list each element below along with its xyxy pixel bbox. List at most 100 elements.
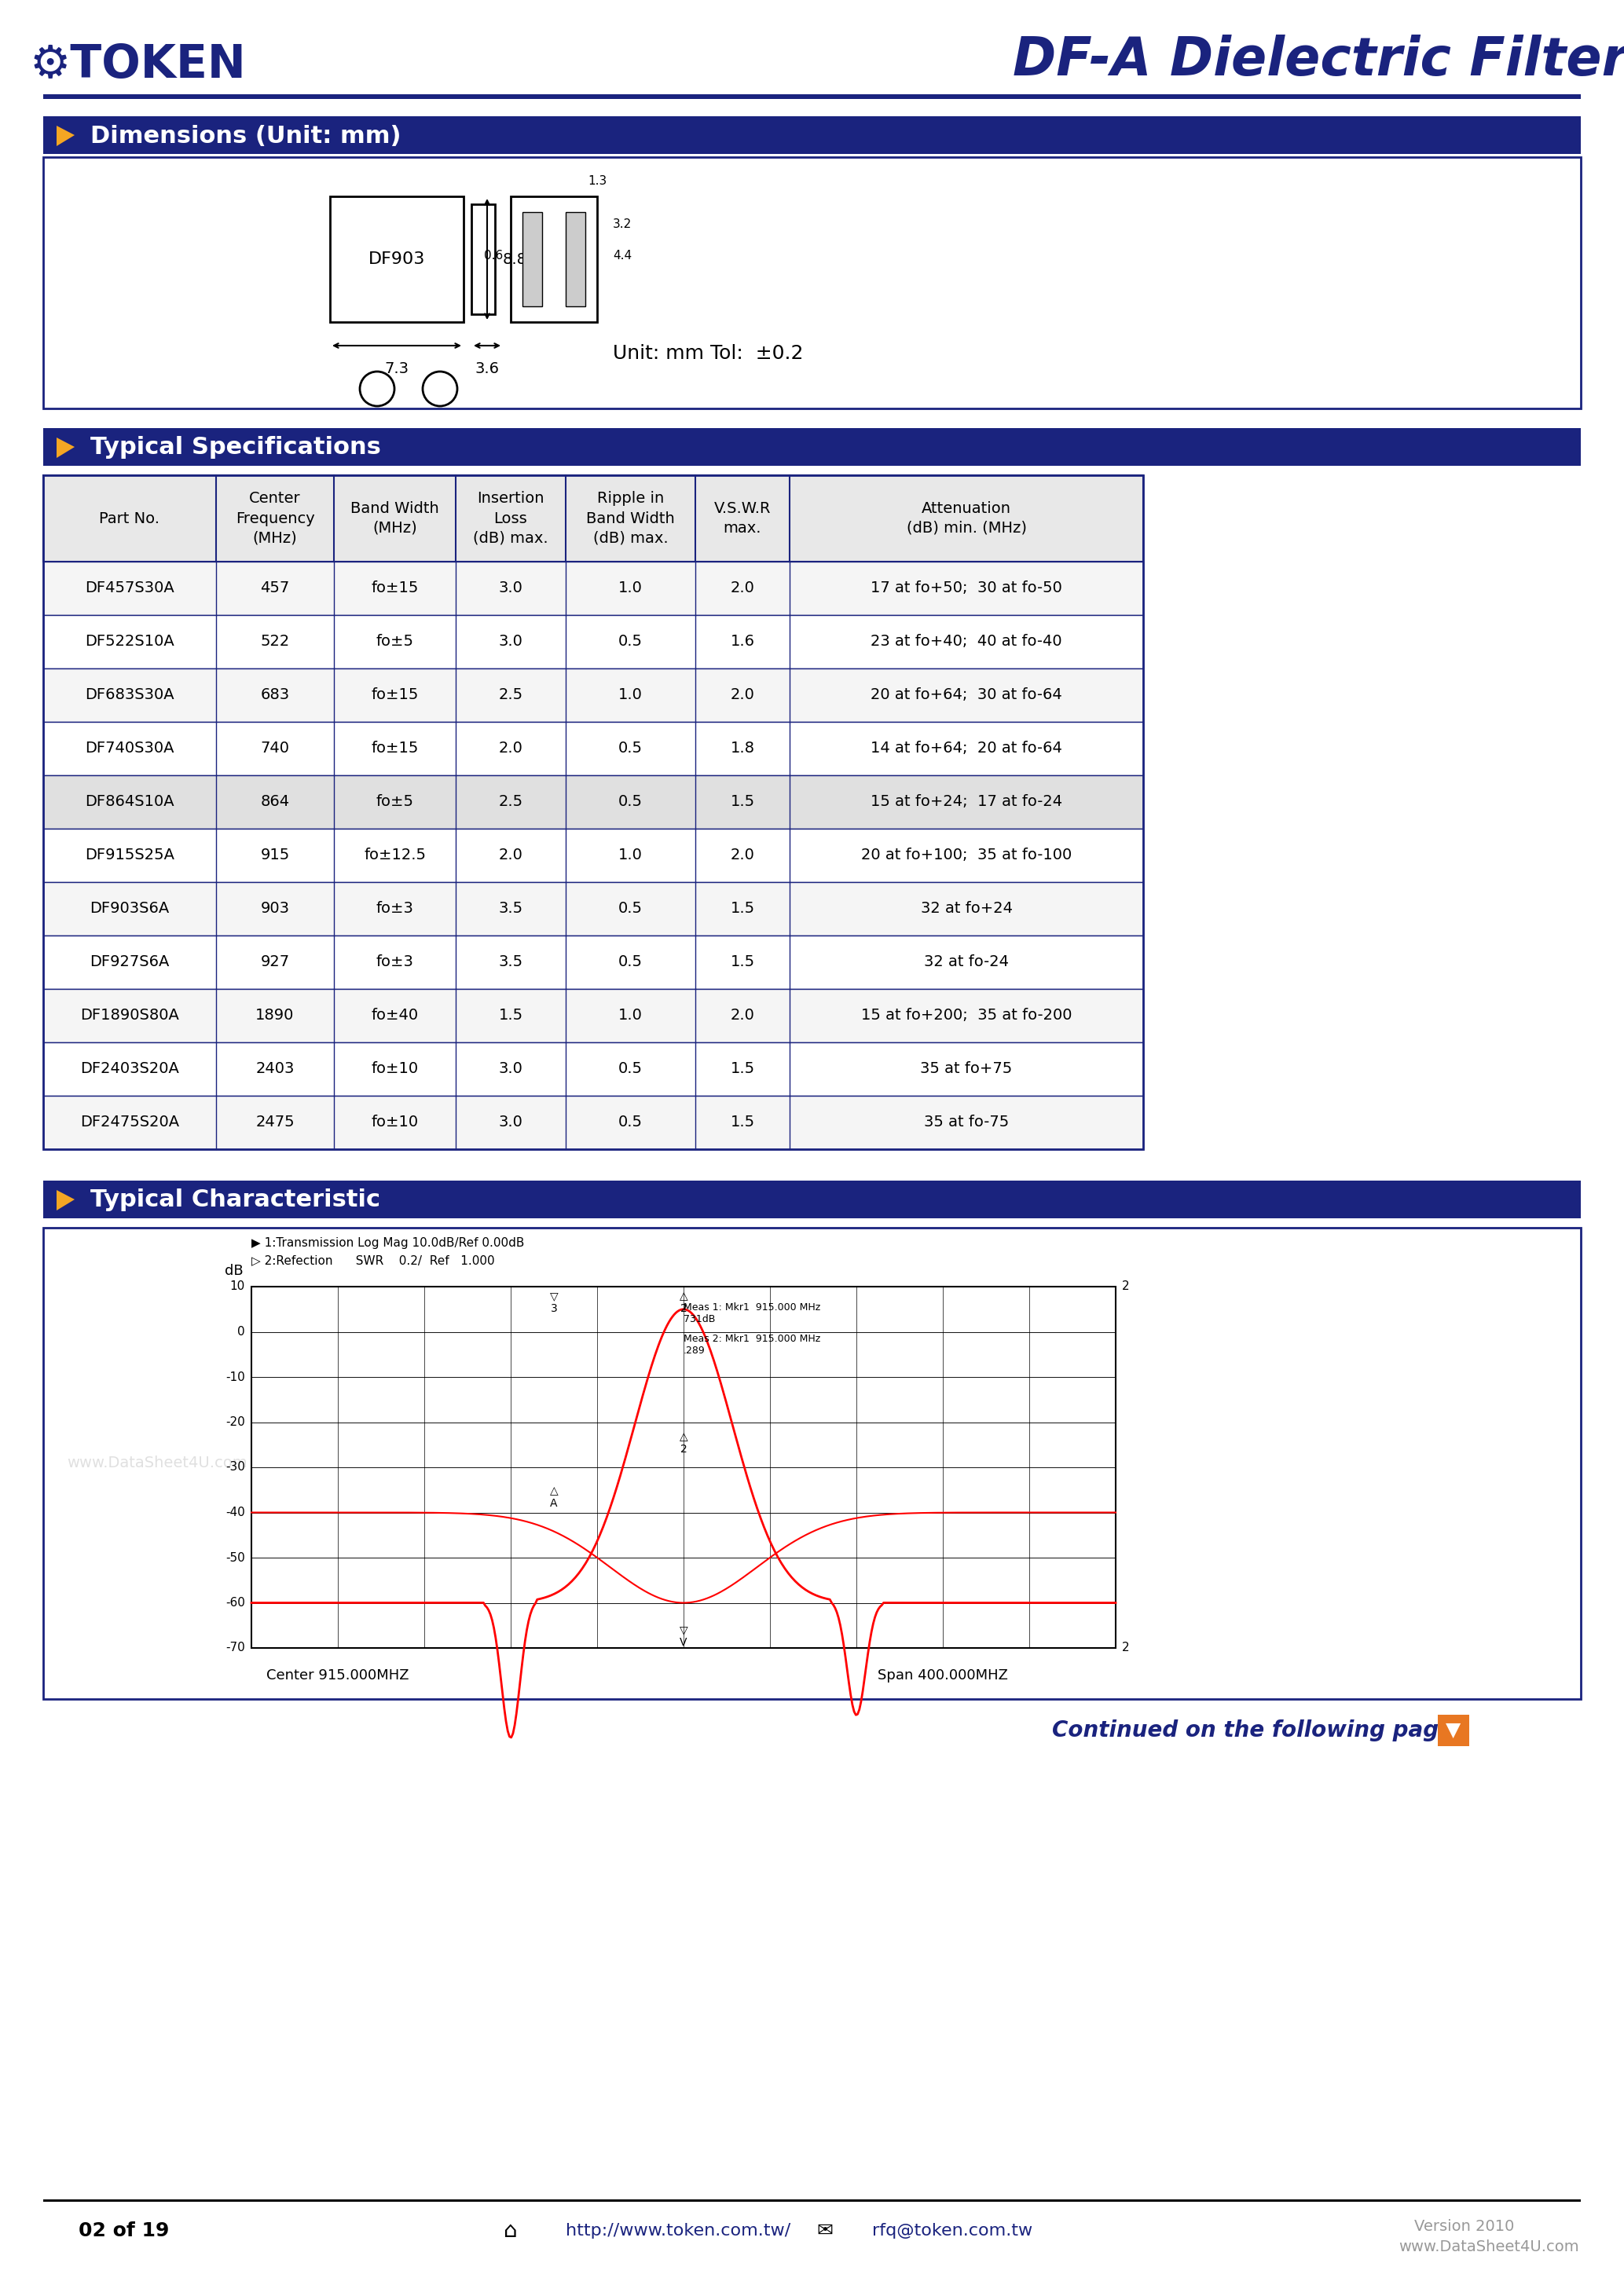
Text: Center 915.000MHZ: Center 915.000MHZ — [266, 1669, 409, 1683]
Text: 3.2: 3.2 — [612, 218, 632, 230]
Text: Continued on the following page.: Continued on the following page. — [1052, 1720, 1462, 1740]
Bar — [44, 94, 1580, 99]
Text: 457: 457 — [260, 581, 289, 595]
Text: 3.5: 3.5 — [499, 955, 523, 969]
Text: 32 at fo-24: 32 at fo-24 — [924, 955, 1009, 969]
Text: 1.0: 1.0 — [619, 581, 643, 595]
Text: 0.6: 0.6 — [484, 250, 503, 262]
Text: 2.0: 2.0 — [731, 689, 755, 703]
Text: 2.0: 2.0 — [731, 581, 755, 595]
Text: Meas 1: Mkr1  915.000 MHz
731dB: Meas 1: Mkr1 915.000 MHz 731dB — [684, 1302, 820, 1325]
Text: 15 at fo+24;  17 at fo-24: 15 at fo+24; 17 at fo-24 — [870, 794, 1062, 810]
Text: DF457S30A: DF457S30A — [84, 581, 174, 595]
Text: 740: 740 — [260, 742, 289, 755]
Text: 683: 683 — [260, 689, 289, 703]
Text: Meas 2: Mkr1  915.000 MHz
.289: Meas 2: Mkr1 915.000 MHz .289 — [684, 1334, 820, 1355]
Text: fo±5: fo±5 — [375, 794, 414, 810]
Bar — [44, 990, 1143, 1042]
Text: 3.0: 3.0 — [499, 1116, 523, 1130]
Text: -60: -60 — [226, 1598, 245, 1609]
Bar — [44, 1095, 1143, 1150]
Polygon shape — [57, 439, 75, 457]
Text: fo±3: fo±3 — [377, 902, 414, 916]
Text: 2.5: 2.5 — [499, 794, 523, 810]
Text: fo±40: fo±40 — [372, 1008, 419, 1024]
Text: 1.5: 1.5 — [731, 955, 755, 969]
Bar — [44, 475, 1143, 563]
Bar — [44, 23, 279, 94]
Text: Part No.: Part No. — [99, 512, 159, 526]
Text: http://www.token.com.tw/: http://www.token.com.tw/ — [565, 2223, 791, 2239]
Text: www.DataSheet4U.com: www.DataSheet4U.com — [1398, 2239, 1579, 2255]
Text: ⌂: ⌂ — [503, 2220, 518, 2241]
Text: 35 at fo-75: 35 at fo-75 — [924, 1116, 1009, 1130]
Bar — [44, 721, 1143, 776]
Text: 35 at fo+75: 35 at fo+75 — [921, 1061, 1012, 1077]
Bar — [44, 156, 1580, 409]
Text: 0.5: 0.5 — [619, 955, 643, 969]
Text: Typical Characteristic: Typical Characteristic — [91, 1189, 380, 1212]
Text: DF903: DF903 — [369, 250, 425, 266]
Text: -40: -40 — [226, 1506, 245, 1518]
Text: 2: 2 — [1122, 1281, 1130, 1293]
Bar — [44, 563, 1143, 615]
Text: 1.5: 1.5 — [499, 1008, 523, 1024]
Bar — [44, 2200, 1580, 2202]
Text: ⚙TOKEN: ⚙TOKEN — [29, 41, 245, 87]
Text: 927: 927 — [260, 955, 289, 969]
Text: 1.8: 1.8 — [731, 742, 755, 755]
Text: ▼: ▼ — [1445, 1722, 1462, 1740]
Text: -20: -20 — [226, 1417, 245, 1428]
Text: Center
Frequency
(MHz): Center Frequency (MHz) — [235, 491, 315, 546]
Text: DF2403S20A: DF2403S20A — [80, 1061, 179, 1077]
Text: DF740S30A: DF740S30A — [84, 742, 174, 755]
Text: 14 at fo+64;  20 at fo-64: 14 at fo+64; 20 at fo-64 — [870, 742, 1062, 755]
Text: 915: 915 — [260, 847, 289, 863]
Text: 3.0: 3.0 — [499, 1061, 523, 1077]
Bar — [565, 211, 585, 305]
Text: 10: 10 — [231, 1281, 245, 1293]
Bar — [44, 1180, 1580, 1219]
Text: DF-A Dielectric Filters: DF-A Dielectric Filters — [1013, 34, 1624, 87]
Text: DF522S10A: DF522S10A — [84, 634, 174, 650]
Bar — [1437, 1715, 1470, 1747]
Text: 0.5: 0.5 — [619, 1061, 643, 1077]
Text: -50: -50 — [226, 1552, 245, 1564]
Text: △
2: △ 2 — [679, 1430, 687, 1456]
Text: DF2475S20A: DF2475S20A — [80, 1116, 179, 1130]
Bar — [471, 204, 495, 315]
Text: △
2: △ 2 — [679, 1290, 687, 1313]
Bar — [44, 668, 1143, 721]
Text: 1.3: 1.3 — [588, 174, 607, 186]
Polygon shape — [57, 1189, 75, 1210]
Text: DF903S6A: DF903S6A — [89, 902, 169, 916]
Bar — [44, 882, 1143, 934]
Circle shape — [361, 372, 395, 406]
Text: fo±12.5: fo±12.5 — [364, 847, 425, 863]
Text: ▽
3: ▽ 3 — [551, 1290, 559, 1313]
Text: △
A: △ A — [551, 1486, 559, 1508]
Bar — [44, 1042, 1143, 1095]
Text: 1.0: 1.0 — [619, 689, 643, 703]
Text: fo±10: fo±10 — [372, 1061, 419, 1077]
Text: 4.4: 4.4 — [612, 250, 632, 262]
Bar — [44, 615, 1143, 668]
Text: Band Width
(MHz): Band Width (MHz) — [351, 501, 438, 535]
Bar — [252, 1286, 1116, 1649]
Text: 1.5: 1.5 — [731, 1061, 755, 1077]
Text: ▶ 1:Transmission Log Mag 10.0dB/Ref 0.00dB: ▶ 1:Transmission Log Mag 10.0dB/Ref 0.00… — [252, 1238, 525, 1249]
Text: 1.6: 1.6 — [731, 634, 755, 650]
Text: ▷ 2:Refection      SWR    0.2/  Ref   1.000: ▷ 2:Refection SWR 0.2/ Ref 1.000 — [252, 1256, 495, 1267]
Text: 1890: 1890 — [255, 1008, 294, 1024]
Text: fo±3: fo±3 — [377, 955, 414, 969]
Text: 23 at fo+40;  40 at fo-40: 23 at fo+40; 40 at fo-40 — [870, 634, 1062, 650]
Text: www.DataSheet4U.com: www.DataSheet4U.com — [67, 1456, 247, 1472]
Text: 0.5: 0.5 — [619, 1116, 643, 1130]
Text: 17 at fo+50;  30 at fo-50: 17 at fo+50; 30 at fo-50 — [870, 581, 1062, 595]
Text: dB: dB — [226, 1263, 244, 1279]
Bar — [44, 829, 1143, 882]
Text: ✉: ✉ — [817, 2220, 833, 2241]
Text: ▽
V: ▽ V — [679, 1623, 687, 1649]
Text: fo±15: fo±15 — [372, 689, 419, 703]
Bar — [44, 776, 1143, 829]
